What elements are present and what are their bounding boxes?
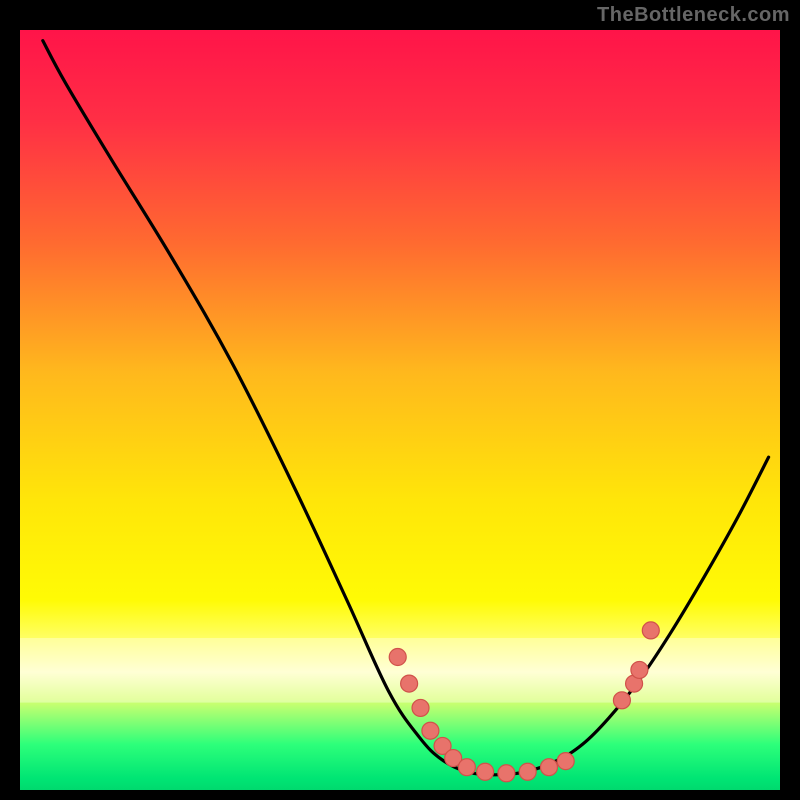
- marker-point: [613, 692, 630, 709]
- bottleneck-chart: [20, 30, 780, 790]
- marker-point: [389, 649, 406, 666]
- marker-point: [458, 759, 475, 776]
- marker-point: [642, 622, 659, 639]
- marker-point: [631, 661, 648, 678]
- marker-point: [498, 765, 515, 782]
- marker-point: [557, 753, 574, 770]
- marker-point: [412, 699, 429, 716]
- stage: TheBottleneck.com: [0, 0, 800, 800]
- marker-point: [401, 675, 418, 692]
- marker-point: [519, 763, 536, 780]
- marker-point: [422, 722, 439, 739]
- marker-point: [540, 759, 557, 776]
- marker-point: [477, 763, 494, 780]
- watermark: TheBottleneck.com: [597, 4, 790, 27]
- chart-pale-band: [20, 638, 780, 703]
